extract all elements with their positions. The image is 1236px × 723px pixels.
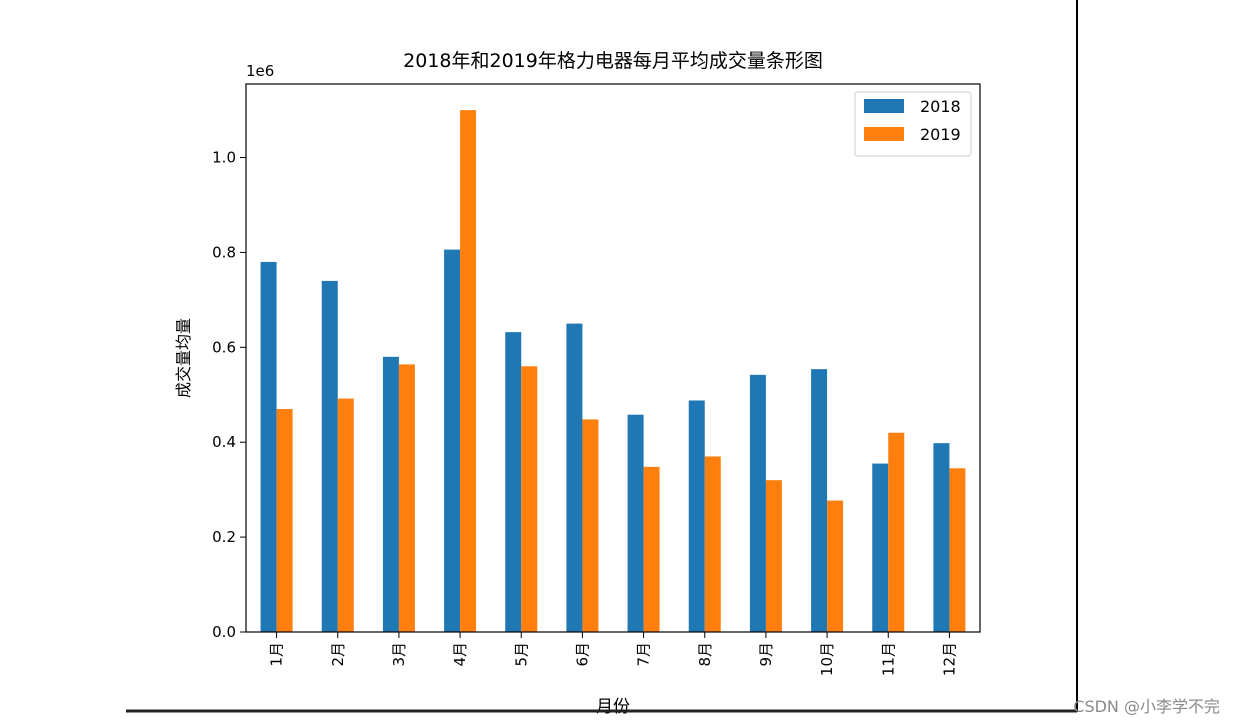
bar-2019-12	[949, 468, 966, 632]
x-tick-label: 9月	[757, 642, 775, 667]
x-axis-label: 月份	[596, 697, 630, 717]
bar-2018-6	[566, 323, 583, 632]
y-tick-label: 0.6	[212, 338, 236, 356]
bar-2019-10	[827, 500, 844, 632]
legend-label-2019: 2019	[920, 125, 961, 144]
bar-2019-11	[888, 432, 905, 632]
bar-2018-3	[382, 356, 399, 632]
bar-2019-1	[276, 409, 293, 632]
x-tick-label: 4月	[451, 642, 469, 667]
bar-2018-11	[872, 463, 889, 632]
x-tick-label: 12月	[940, 642, 958, 676]
bar-2018-1	[260, 261, 277, 632]
x-tick-label: 3月	[390, 642, 408, 667]
bars-group	[260, 110, 966, 633]
bar-2018-7	[627, 414, 644, 632]
y-axis-label: 成交量均量	[174, 318, 193, 398]
x-tick-label: 8月	[696, 642, 714, 667]
plot-area-frame	[245, 83, 981, 633]
bar-2018-4	[444, 249, 461, 632]
y-axis: 0.0 0.2 0.4 0.6 0.8 1.0	[212, 149, 246, 641]
x-tick-label: 10月	[818, 642, 836, 676]
bar-2019-9	[765, 480, 782, 632]
legend-label-2018: 2018	[920, 97, 961, 116]
x-tick-label: 7月	[635, 642, 653, 667]
bar-2018-10	[811, 369, 828, 632]
bar-2019-7	[643, 466, 660, 632]
y-tick-label: 0.4	[212, 433, 236, 451]
legend: 2018 2019	[854, 91, 972, 157]
y-tick-label: 0.0	[212, 623, 236, 641]
legend-swatch-2019	[864, 127, 904, 141]
bar-2019-6	[582, 419, 599, 632]
bar-2019-2	[337, 398, 354, 632]
y-tick-label: 1.0	[212, 149, 236, 167]
bar-2018-5	[505, 332, 522, 632]
x-tick-label: 11月	[879, 642, 897, 676]
bar-2019-5	[521, 366, 538, 632]
chart-title: 2018年和2019年格力电器每月平均成交量条形图	[403, 50, 823, 72]
x-tick-label: 6月	[573, 642, 591, 667]
y-tick-label: 0.2	[212, 528, 236, 546]
x-tick-label: 1月	[268, 642, 286, 667]
bar-2018-9	[749, 374, 766, 632]
x-tick-label: 5月	[512, 642, 530, 667]
y-tick-label: 0.8	[212, 243, 236, 261]
y-axis-multiplier: 1e6	[246, 62, 274, 80]
bar-2018-12	[933, 443, 950, 632]
bar-2019-3	[398, 364, 415, 632]
bar-2018-2	[321, 280, 338, 632]
bar-2019-4	[460, 110, 477, 633]
x-axis: 1月 2月 3月 4月 5月 6月 7月 8月 9月 10月 11月 12月	[268, 632, 958, 676]
watermark-text: CSDN @小李学不完	[1073, 697, 1220, 716]
x-tick-label: 2月	[329, 642, 347, 667]
bar-2019-8	[704, 456, 721, 632]
legend-swatch-2018	[864, 99, 904, 113]
bar-2018-8	[688, 400, 705, 632]
